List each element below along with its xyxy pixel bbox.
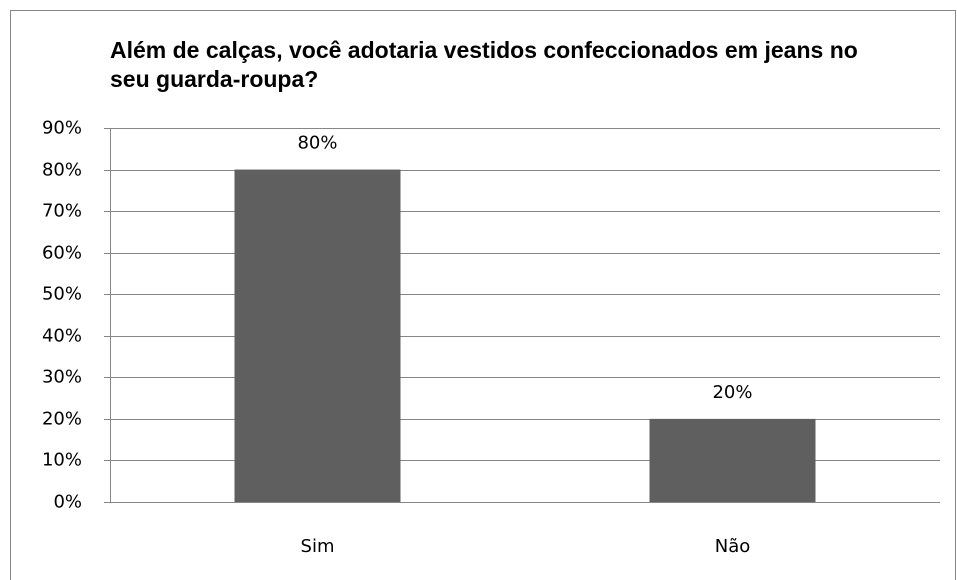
y-tick-label: 70% — [42, 201, 82, 222]
bar — [649, 418, 816, 502]
data-label: 20% — [712, 382, 752, 403]
y-tick-label: 20% — [42, 409, 82, 430]
chart-title: Além de calças, você adotaria vestidos c… — [110, 37, 858, 92]
chart-frame — [10, 10, 956, 580]
x-tick-label: Não — [715, 536, 751, 557]
y-tick-label: 50% — [42, 284, 82, 305]
y-tick-label: 60% — [42, 243, 82, 264]
y-tick-label: 0% — [53, 492, 82, 513]
x-tick-label: Sim — [301, 536, 335, 557]
y-tick-label: 80% — [42, 160, 82, 181]
y-tick-label: 90% — [42, 118, 82, 139]
y-tick-label: 30% — [42, 367, 82, 388]
y-tick-label: 40% — [42, 326, 82, 347]
data-label: 80% — [297, 133, 337, 154]
bar — [234, 169, 401, 503]
y-tick-label: 10% — [42, 450, 82, 471]
